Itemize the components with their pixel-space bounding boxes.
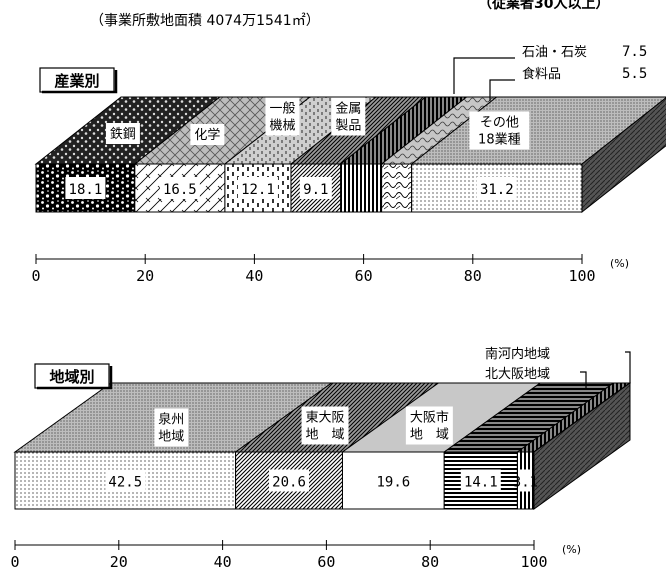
- category-label-bg: [105, 123, 140, 144]
- x-tick-label: 80: [464, 267, 482, 285]
- category-label-bg: [469, 111, 530, 150]
- category-label-bg: [301, 406, 349, 445]
- value-label: 31.2: [480, 182, 514, 198]
- section-label-shadow: [37, 366, 113, 390]
- value-label-bg: [460, 469, 501, 492]
- category-label: 大阪市: [410, 410, 449, 426]
- x-axis-unit: (%): [610, 257, 629, 270]
- category-label: 鉄鋼: [110, 127, 136, 142]
- bar-segment: [381, 163, 413, 213]
- value-label-bg: [269, 469, 310, 492]
- category-label: 金属: [335, 101, 361, 117]
- category-label: 製品: [335, 119, 361, 134]
- value-label: 12.1: [241, 182, 275, 198]
- bar-segment: [340, 163, 383, 213]
- x-tick-label: 20: [136, 267, 154, 285]
- value-label-external: 7.5: [622, 44, 647, 60]
- corner-note: （従業者30人以上）: [478, 0, 609, 12]
- value-label-bg: [237, 177, 278, 199]
- category-label-external: 食料品: [522, 66, 561, 82]
- x-tick-label: 0: [10, 553, 19, 569]
- value-label: 14.1: [464, 475, 498, 491]
- leader-line: [453, 57, 515, 94]
- bar-side-face: [533, 382, 631, 510]
- x-tick-label: 0: [31, 267, 40, 285]
- value-label-bg: [299, 177, 332, 199]
- value-label-bg: [105, 469, 146, 492]
- category-label: 地 域: [306, 428, 345, 443]
- category-label: 一般: [269, 101, 295, 117]
- value-label: 16.5: [163, 182, 197, 198]
- category-label: 化学: [194, 127, 220, 143]
- leader-line: [489, 79, 515, 101]
- category-label: 機械: [269, 119, 295, 134]
- leader-line: [625, 351, 631, 384]
- category-label-external: 南河内地域: [485, 346, 550, 362]
- value-label-bg: [373, 469, 414, 492]
- value-label: 19.6: [376, 475, 410, 491]
- category-label-bg: [405, 406, 453, 445]
- bar-side-face: [581, 97, 666, 214]
- leader-line: [580, 371, 587, 388]
- category-label: その他: [480, 116, 519, 131]
- category-label-bg: [190, 124, 225, 145]
- section-label: 産業別: [54, 72, 99, 90]
- value-label-bg: [476, 177, 517, 199]
- x-tick-label: 80: [421, 553, 439, 569]
- category-label: 地域: [158, 430, 184, 445]
- value-label-bg: [159, 177, 200, 199]
- value-label-bg: [65, 177, 106, 199]
- category-label: 18業種: [478, 132, 521, 148]
- x-tick-label: 40: [245, 267, 263, 285]
- value-label: 20.6: [272, 475, 306, 491]
- value-label-external: 5.5: [622, 66, 647, 82]
- category-label: 泉州: [158, 412, 184, 428]
- section-label: 地域別: [49, 368, 94, 386]
- x-tick-label: 20: [110, 553, 128, 569]
- category-label-external: 石油・石炭: [522, 45, 587, 60]
- category-label: 地 域: [410, 428, 449, 443]
- x-tick-label: 100: [568, 267, 595, 285]
- chart-subtitle: （事業所敷地面積 4074万1541㎡）: [90, 13, 320, 29]
- x-tick-label: 100: [520, 553, 547, 569]
- x-tick-label: 60: [317, 553, 335, 569]
- value-label: 9.1: [303, 182, 328, 198]
- value-label: 42.5: [108, 475, 142, 491]
- x-tick-label: 40: [214, 553, 232, 569]
- category-label-external: 北大阪地域: [485, 367, 550, 382]
- category-label: 東大阪: [306, 410, 345, 426]
- x-axis-unit: (%): [562, 543, 581, 556]
- category-label-bg: [265, 97, 300, 136]
- x-tick-label: 60: [355, 267, 373, 285]
- category-label-bg: [331, 97, 366, 136]
- section-label-shadow: [42, 70, 118, 94]
- value-label: 18.1: [69, 182, 103, 198]
- category-label-bg: [154, 408, 189, 447]
- value-label-bg: [519, 469, 532, 492]
- value-label: 3.1: [513, 475, 538, 491]
